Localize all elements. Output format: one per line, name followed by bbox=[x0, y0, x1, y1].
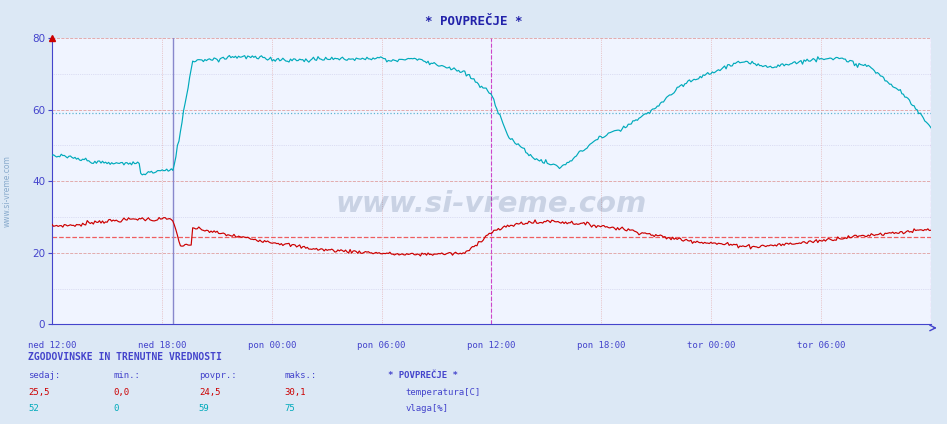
Text: 30,1: 30,1 bbox=[284, 388, 306, 397]
Text: maks.:: maks.: bbox=[284, 371, 316, 380]
Text: 24,5: 24,5 bbox=[199, 388, 221, 397]
Text: ZGODOVINSKE IN TRENUTNE VREDNOSTI: ZGODOVINSKE IN TRENUTNE VREDNOSTI bbox=[28, 352, 223, 362]
Text: pon 12:00: pon 12:00 bbox=[467, 341, 516, 350]
Text: www.si-vreme.com: www.si-vreme.com bbox=[336, 190, 647, 218]
Text: * POVPREČJE *: * POVPREČJE * bbox=[425, 15, 522, 28]
Text: vlaga[%]: vlaga[%] bbox=[405, 404, 448, 413]
Text: pon 06:00: pon 06:00 bbox=[357, 341, 406, 350]
Text: tor 06:00: tor 06:00 bbox=[796, 341, 846, 350]
Text: min.:: min.: bbox=[114, 371, 140, 380]
Text: * POVPREČJE *: * POVPREČJE * bbox=[388, 371, 458, 380]
Text: www.si-vreme.com: www.si-vreme.com bbox=[3, 155, 12, 227]
Text: ned 18:00: ned 18:00 bbox=[137, 341, 187, 350]
Text: 0,0: 0,0 bbox=[114, 388, 130, 397]
Text: povpr.:: povpr.: bbox=[199, 371, 237, 380]
Text: pon 00:00: pon 00:00 bbox=[247, 341, 296, 350]
Text: tor 00:00: tor 00:00 bbox=[687, 341, 736, 350]
Text: 0: 0 bbox=[114, 404, 119, 413]
Text: 52: 52 bbox=[28, 404, 39, 413]
Text: pon 18:00: pon 18:00 bbox=[577, 341, 626, 350]
Text: temperatura[C]: temperatura[C] bbox=[405, 388, 480, 397]
Text: 25,5: 25,5 bbox=[28, 388, 50, 397]
Text: ned 12:00: ned 12:00 bbox=[27, 341, 77, 350]
Text: 75: 75 bbox=[284, 404, 295, 413]
Text: 59: 59 bbox=[199, 404, 209, 413]
Text: sedaj:: sedaj: bbox=[28, 371, 61, 380]
